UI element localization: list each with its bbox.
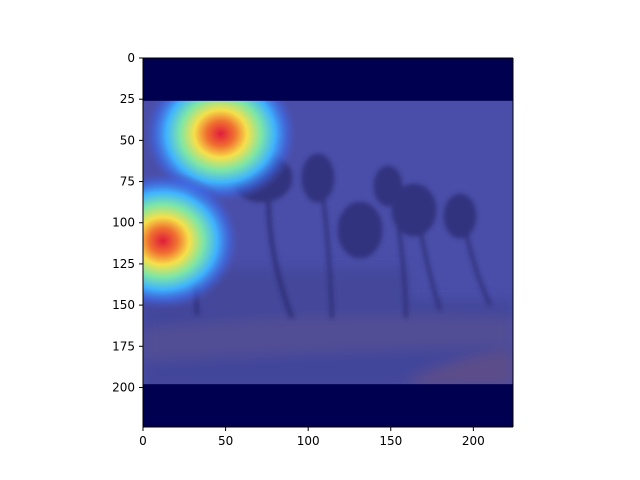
y-tick-label: 175 <box>112 339 135 353</box>
plot-area <box>143 58 513 427</box>
y-tick-label: 50 <box>120 133 135 147</box>
y-tick-label: 25 <box>120 92 135 106</box>
x-tick-label: 50 <box>218 434 233 448</box>
axes-frame <box>142 57 514 428</box>
y-axis: 0 25 50 75 100 125 150 175 200 <box>112 51 143 394</box>
y-tick-label: 100 <box>112 216 135 230</box>
y-tick-label: 0 <box>127 51 135 65</box>
y-tick-label: 200 <box>112 380 135 394</box>
storm-photo-overlay <box>143 268 513 390</box>
x-tick-label: 0 <box>139 434 147 448</box>
x-tick-label: 150 <box>379 434 402 448</box>
x-tick-label: 200 <box>462 434 485 448</box>
y-tick-label: 125 <box>112 257 135 271</box>
x-tick-label: 100 <box>297 434 320 448</box>
x-axis: 0 50 100 150 200 <box>139 427 485 448</box>
letterbox-bottom <box>143 384 513 427</box>
y-tick-label: 75 <box>120 175 135 189</box>
letterbox-top <box>143 58 513 101</box>
heat-hotspot <box>143 170 241 311</box>
y-tick-label: 150 <box>112 298 135 312</box>
